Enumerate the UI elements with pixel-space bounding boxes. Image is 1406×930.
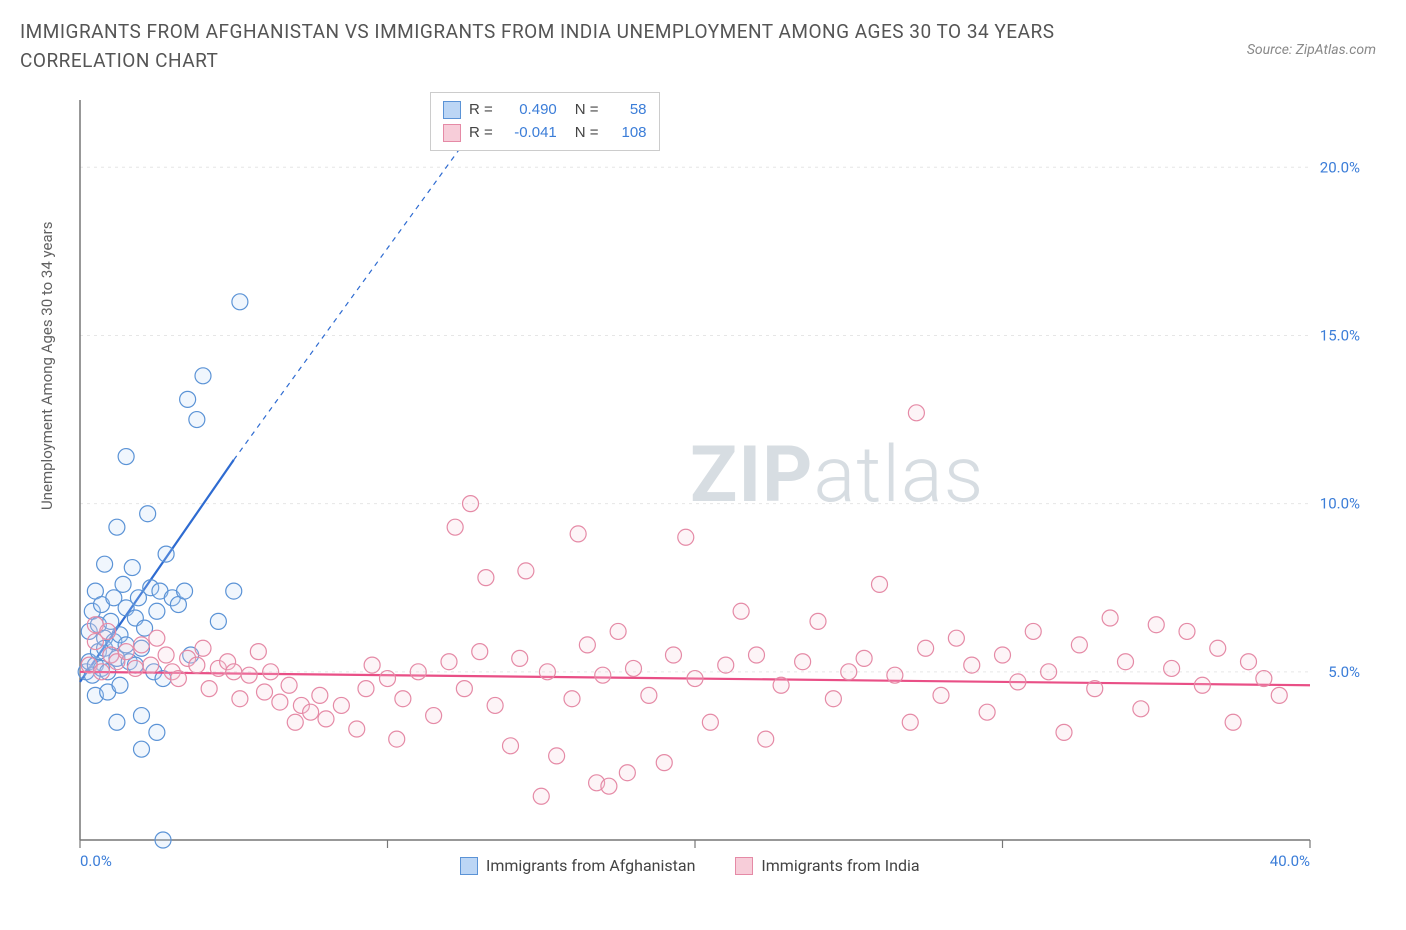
svg-text:5.0%: 5.0% <box>1328 663 1360 681</box>
stats-swatch <box>443 101 461 119</box>
chart-title: IMMIGRANTS FROM AFGHANISTAN VS IMMIGRANT… <box>20 18 1170 75</box>
svg-text:20.0%: 20.0% <box>1320 158 1360 176</box>
y-axis-label: Unemployment Among Ages 30 to 34 years <box>38 222 56 510</box>
r-value: -0.041 <box>501 122 557 145</box>
source-label: Source: ZipAtlas.com <box>1247 42 1376 58</box>
r-label: R = <box>469 122 493 145</box>
stats-swatch <box>443 124 461 142</box>
r-value: 0.490 <box>501 99 557 122</box>
svg-text:0.0%: 0.0% <box>80 852 112 870</box>
stats-box: R = 0.490 N = 58 R = -0.041 N = 108 <box>430 92 660 151</box>
scatter-plot: 0.0% 40.0% 5.0% 10.0% 15.0% 20.0% <box>70 90 1370 880</box>
legend-item: Immigrants from India <box>735 856 919 875</box>
r-label: R = <box>469 99 493 122</box>
n-label: N = <box>575 99 599 122</box>
n-label: N = <box>575 122 599 145</box>
legend-swatch <box>735 857 753 875</box>
legend-label: Immigrants from Afghanistan <box>486 856 695 875</box>
n-value: 108 <box>607 122 647 145</box>
legend-swatch <box>460 857 478 875</box>
stats-row: R = 0.490 N = 58 <box>443 99 647 122</box>
n-value: 58 <box>607 99 647 122</box>
legend-item: Immigrants from Afghanistan <box>460 856 695 875</box>
svg-text:10.0%: 10.0% <box>1320 495 1360 513</box>
stats-row: R = -0.041 N = 108 <box>443 122 647 145</box>
legend: Immigrants from Afghanistan Immigrants fr… <box>460 856 920 875</box>
legend-label: Immigrants from India <box>761 856 919 875</box>
svg-text:15.0%: 15.0% <box>1320 326 1360 344</box>
chart-container: Unemployment Among Ages 30 to 34 years 0… <box>50 90 1390 880</box>
svg-text:40.0%: 40.0% <box>1270 852 1310 870</box>
